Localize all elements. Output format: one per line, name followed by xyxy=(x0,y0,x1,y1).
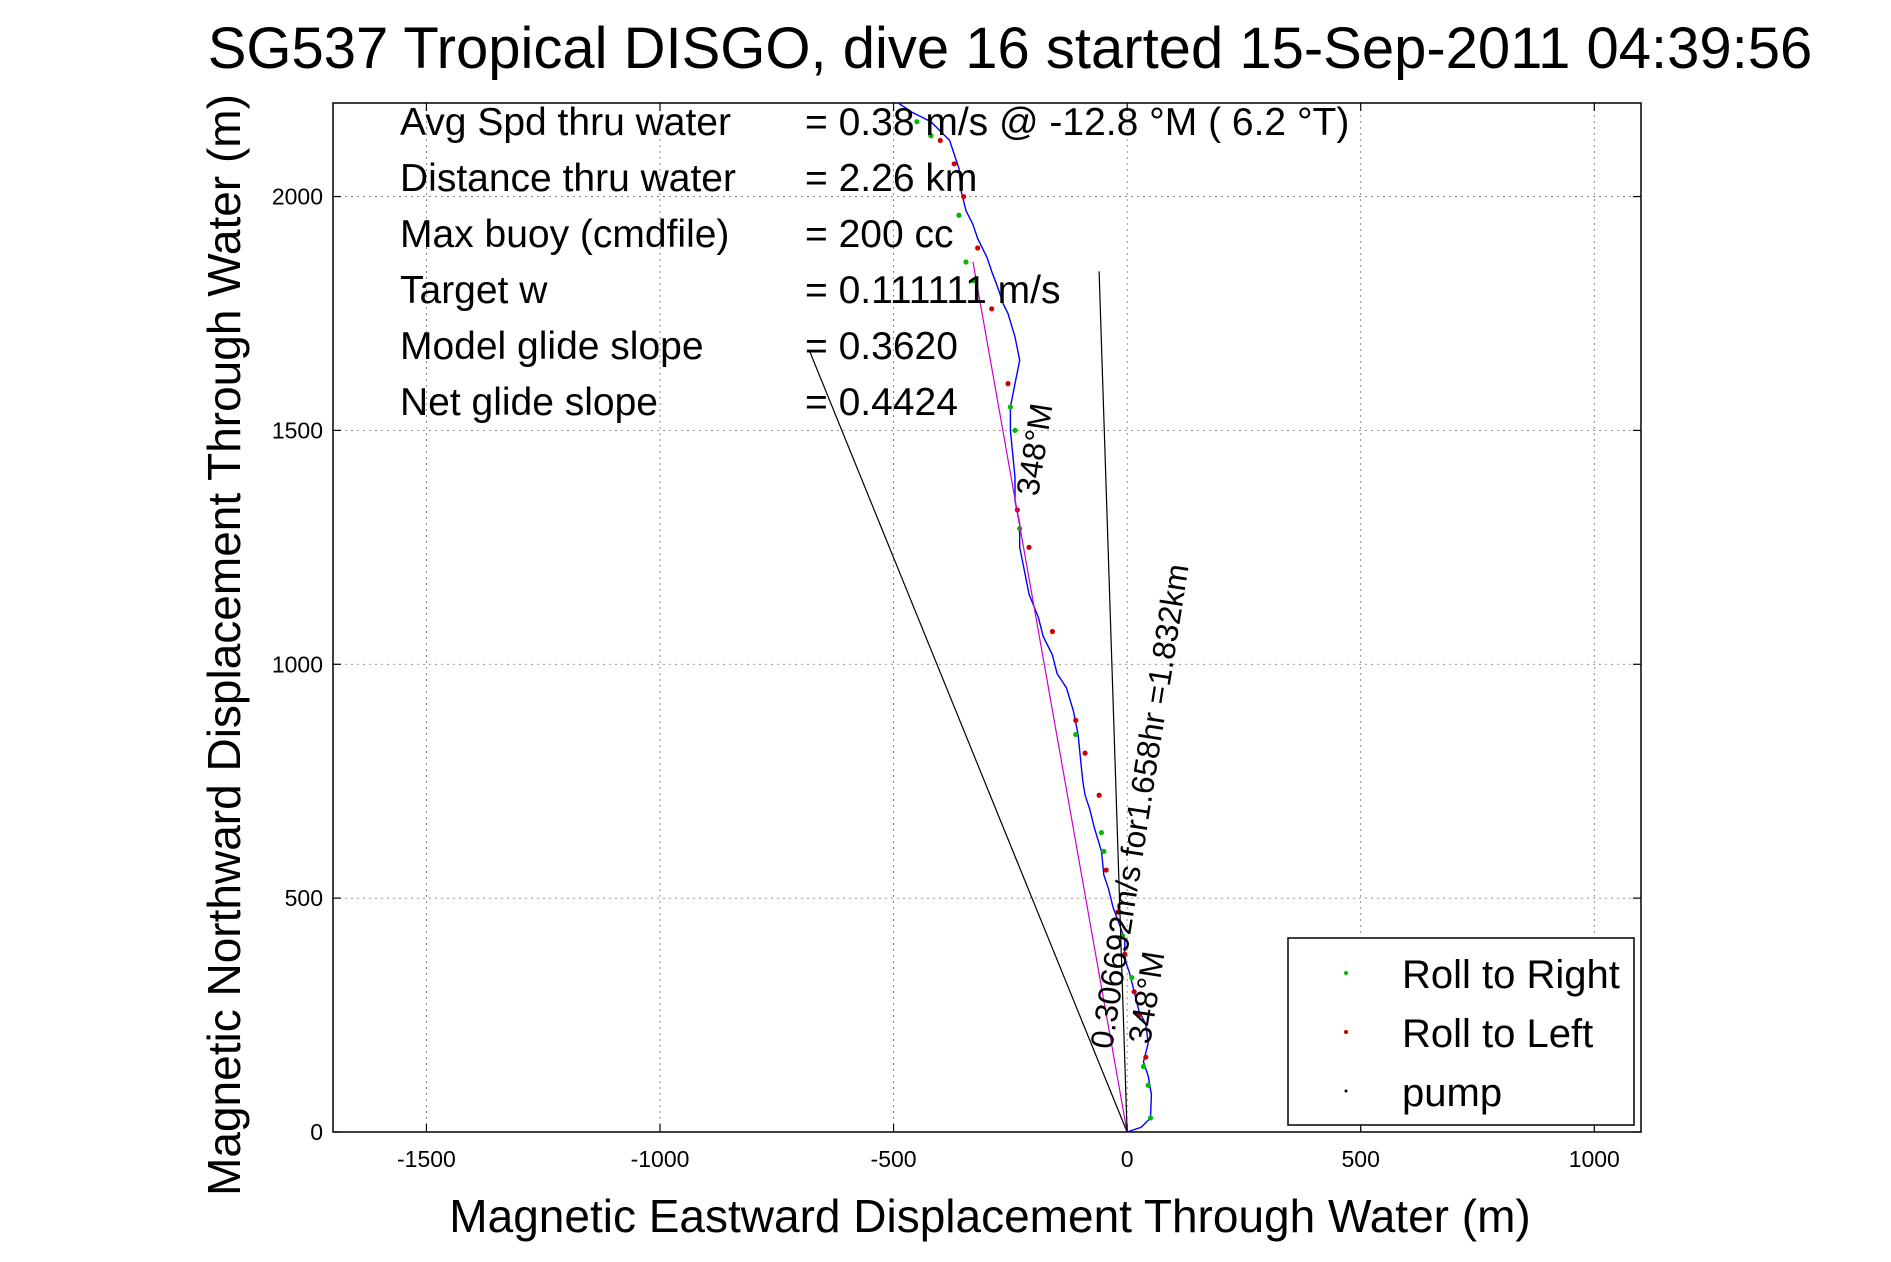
y-tick-label: 0 xyxy=(310,1119,323,1145)
roll-left-point xyxy=(1136,1012,1142,1018)
chart-title: SG537 Tropical DISGO, dive 16 started 15… xyxy=(208,16,1813,81)
roll-left-point xyxy=(961,193,967,200)
roll-left-point xyxy=(1096,792,1102,798)
legend-marker-pump xyxy=(1344,1089,1348,1093)
roll-left-point xyxy=(1005,381,1011,387)
roll-right-point xyxy=(1140,1063,1147,1070)
grid-layer xyxy=(333,103,1641,1133)
x-tick-label: -1500 xyxy=(397,1146,456,1172)
x-axis-ticks: -1500 -1000 -500 0 500 1000 xyxy=(397,103,1620,1172)
stats-block: Avg Spd thru water = 0.38 m/s @ -12.8 °M … xyxy=(400,101,1349,424)
x-axis-title: Magnetic Eastward Displacement Through W… xyxy=(449,1190,1530,1242)
roll-right-point xyxy=(1129,975,1135,981)
roll-right-point xyxy=(963,259,969,265)
legend: Roll to Right Roll to Left pump xyxy=(1287,937,1635,1126)
roll-left-point xyxy=(937,137,943,144)
stat-label: Net glide slope xyxy=(400,381,658,424)
roll-left-point xyxy=(1049,628,1055,635)
stat-value: = 0.111111 m/s xyxy=(805,269,1060,312)
net-direction-line xyxy=(808,350,1128,1133)
roll-right-point xyxy=(1007,404,1013,410)
roll-right-point xyxy=(956,212,962,218)
roll-left-point xyxy=(1122,951,1128,957)
heading-annotation-upper: 348°M xyxy=(1009,401,1059,498)
legend-label-roll-left: Roll to Left xyxy=(1402,1012,1593,1056)
roll-right-point xyxy=(1098,830,1105,836)
roll-left-point xyxy=(1026,544,1032,550)
roll-right-point xyxy=(970,278,976,284)
roll-right-point xyxy=(914,119,920,125)
roll-left-point xyxy=(1073,717,1079,724)
x-tick-label: 0 xyxy=(1121,1146,1134,1172)
y-axis-title: Magnetic Northward Displacement Through … xyxy=(198,94,250,1196)
roll-left-point xyxy=(951,161,957,167)
roll-right-point xyxy=(1101,848,1107,854)
stat-value: = 200 cc xyxy=(805,213,954,256)
series-layer xyxy=(808,102,1154,1133)
stat-value: = 2.26 km xyxy=(805,157,977,200)
legend-marker-roll-left xyxy=(1344,1030,1348,1034)
heading-line xyxy=(1098,271,1128,1133)
stat-label: Distance thru water xyxy=(400,157,736,200)
roll-right-point xyxy=(1073,731,1079,738)
roll-left-point xyxy=(1103,867,1109,873)
stat-value: = 0.3620 xyxy=(805,325,958,368)
roll-left-point xyxy=(989,306,995,312)
roll-left-point xyxy=(1143,1054,1149,1060)
stat-value: = 0.38 m/s @ -12.8 °M ( 6.2 °T) xyxy=(805,101,1349,144)
stat-label: Model glide slope xyxy=(400,325,704,368)
roll-left-point xyxy=(1115,909,1121,915)
stat-label: Max buoy (cmdfile) xyxy=(400,213,729,256)
roll-right-point xyxy=(1147,1115,1154,1121)
stat-value: = 0.4424 xyxy=(805,381,958,424)
model-direction-line xyxy=(972,261,1128,1133)
y-tick-label: 1500 xyxy=(272,417,323,443)
y-tick-label: 2000 xyxy=(272,184,323,210)
x-tick-label: -1000 xyxy=(631,1146,690,1172)
x-tick-label: 1000 xyxy=(1569,1146,1620,1172)
roll-left-point xyxy=(975,245,981,251)
legend-label-roll-right: Roll to Right xyxy=(1402,953,1620,997)
stat-label: Avg Spd thru water xyxy=(400,101,731,144)
roll-right-point xyxy=(1145,1082,1151,1088)
x-tick-label: 500 xyxy=(1342,1146,1380,1172)
stat-label: Target w xyxy=(400,269,548,312)
roll-right-point xyxy=(928,133,934,139)
x-tick-label: -500 xyxy=(871,1146,917,1172)
y-tick-label: 500 xyxy=(285,885,323,911)
roll-left-point xyxy=(1131,989,1137,995)
y-axis-ticks: 0 500 1000 1500 2000 xyxy=(272,184,1641,1145)
legend-marker-roll-right xyxy=(1344,971,1348,975)
legend-label-pump: pump xyxy=(1402,1071,1502,1115)
roll-right-point xyxy=(1012,427,1018,434)
y-tick-label: 1000 xyxy=(272,651,323,677)
roll-left-point xyxy=(1082,750,1088,756)
